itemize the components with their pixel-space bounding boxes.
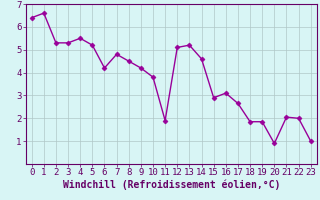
X-axis label: Windchill (Refroidissement éolien,°C): Windchill (Refroidissement éolien,°C) (62, 180, 280, 190)
